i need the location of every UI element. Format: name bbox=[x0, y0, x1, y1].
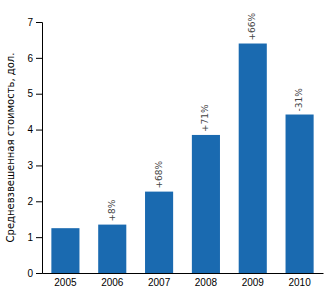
y-tick: 5 bbox=[27, 88, 42, 99]
x-axis-line bbox=[43, 273, 324, 274]
y-tick: 7 bbox=[27, 17, 42, 28]
y-tick-mark bbox=[36, 94, 42, 95]
x-tick-label: 2006 bbox=[101, 277, 124, 288]
y-tick-label: 5 bbox=[27, 88, 33, 99]
annotations: +8% +68% +71% +66% -31% bbox=[107, 13, 304, 222]
y-tick-label: 3 bbox=[27, 160, 33, 171]
y-tick-mark bbox=[36, 237, 42, 238]
annotation: +8% bbox=[107, 199, 117, 221]
annotation: +68% bbox=[154, 161, 164, 189]
y-tick-mark bbox=[36, 201, 42, 202]
annotation: +66% bbox=[247, 13, 257, 41]
y-tick-label: 0 bbox=[27, 268, 33, 279]
x-tick: 2010 bbox=[288, 277, 311, 288]
chart: 01234567200520062007200820092010+8%+68%+… bbox=[0, 0, 331, 295]
bar bbox=[98, 225, 126, 273]
y-tick: 3 bbox=[27, 160, 42, 171]
y-tick: 2 bbox=[27, 196, 42, 207]
y-tick-label: 1 bbox=[27, 232, 33, 243]
x-tick: 2008 bbox=[195, 277, 218, 288]
y-tick-mark bbox=[36, 273, 42, 274]
plot: 01234567200520062007200820092010+8%+68%+… bbox=[27, 13, 323, 289]
annotation: +71% bbox=[200, 104, 210, 132]
bar bbox=[239, 44, 267, 273]
y-tick-label: 2 bbox=[27, 196, 33, 207]
y-tick-mark bbox=[36, 130, 42, 131]
y-tick: 0 bbox=[27, 268, 42, 279]
x-tick: 2005 bbox=[54, 277, 77, 288]
bars bbox=[51, 44, 313, 273]
y-tick: 1 bbox=[27, 232, 42, 243]
x-tick-label: 2005 bbox=[54, 277, 77, 288]
y-tick-label: 6 bbox=[27, 53, 33, 64]
x-tick-label: 2008 bbox=[195, 277, 218, 288]
bar bbox=[286, 115, 314, 273]
x-tick-label: 2009 bbox=[242, 277, 265, 288]
bar bbox=[145, 192, 173, 273]
y-tick-mark bbox=[36, 22, 42, 23]
bar bbox=[51, 228, 79, 273]
y-tick: 6 bbox=[27, 53, 42, 64]
x-axis: 2005 2006 2007 2008 2009 2010 bbox=[43, 274, 324, 289]
y-tick: 4 bbox=[27, 124, 42, 135]
bar bbox=[192, 135, 220, 273]
x-tick-label: 2007 bbox=[148, 277, 171, 288]
x-tick: 2006 bbox=[101, 277, 124, 288]
y-axis-line bbox=[36, 23, 43, 274]
x-tick-label: 2010 bbox=[288, 277, 311, 288]
x-tick: 2009 bbox=[242, 277, 265, 288]
annotation: -31% bbox=[294, 88, 304, 112]
y-axis-title: Средневзвешенная стоимость, дол. bbox=[5, 53, 16, 243]
y-tick-mark bbox=[36, 58, 42, 59]
y-tick-label: 4 bbox=[27, 124, 33, 135]
x-tick: 2007 bbox=[148, 277, 171, 288]
y-axis: 0 1 2 3 4 5 6 7 bbox=[27, 17, 42, 279]
y-tick-label: 7 bbox=[27, 17, 33, 28]
y-tick-mark bbox=[36, 165, 42, 166]
